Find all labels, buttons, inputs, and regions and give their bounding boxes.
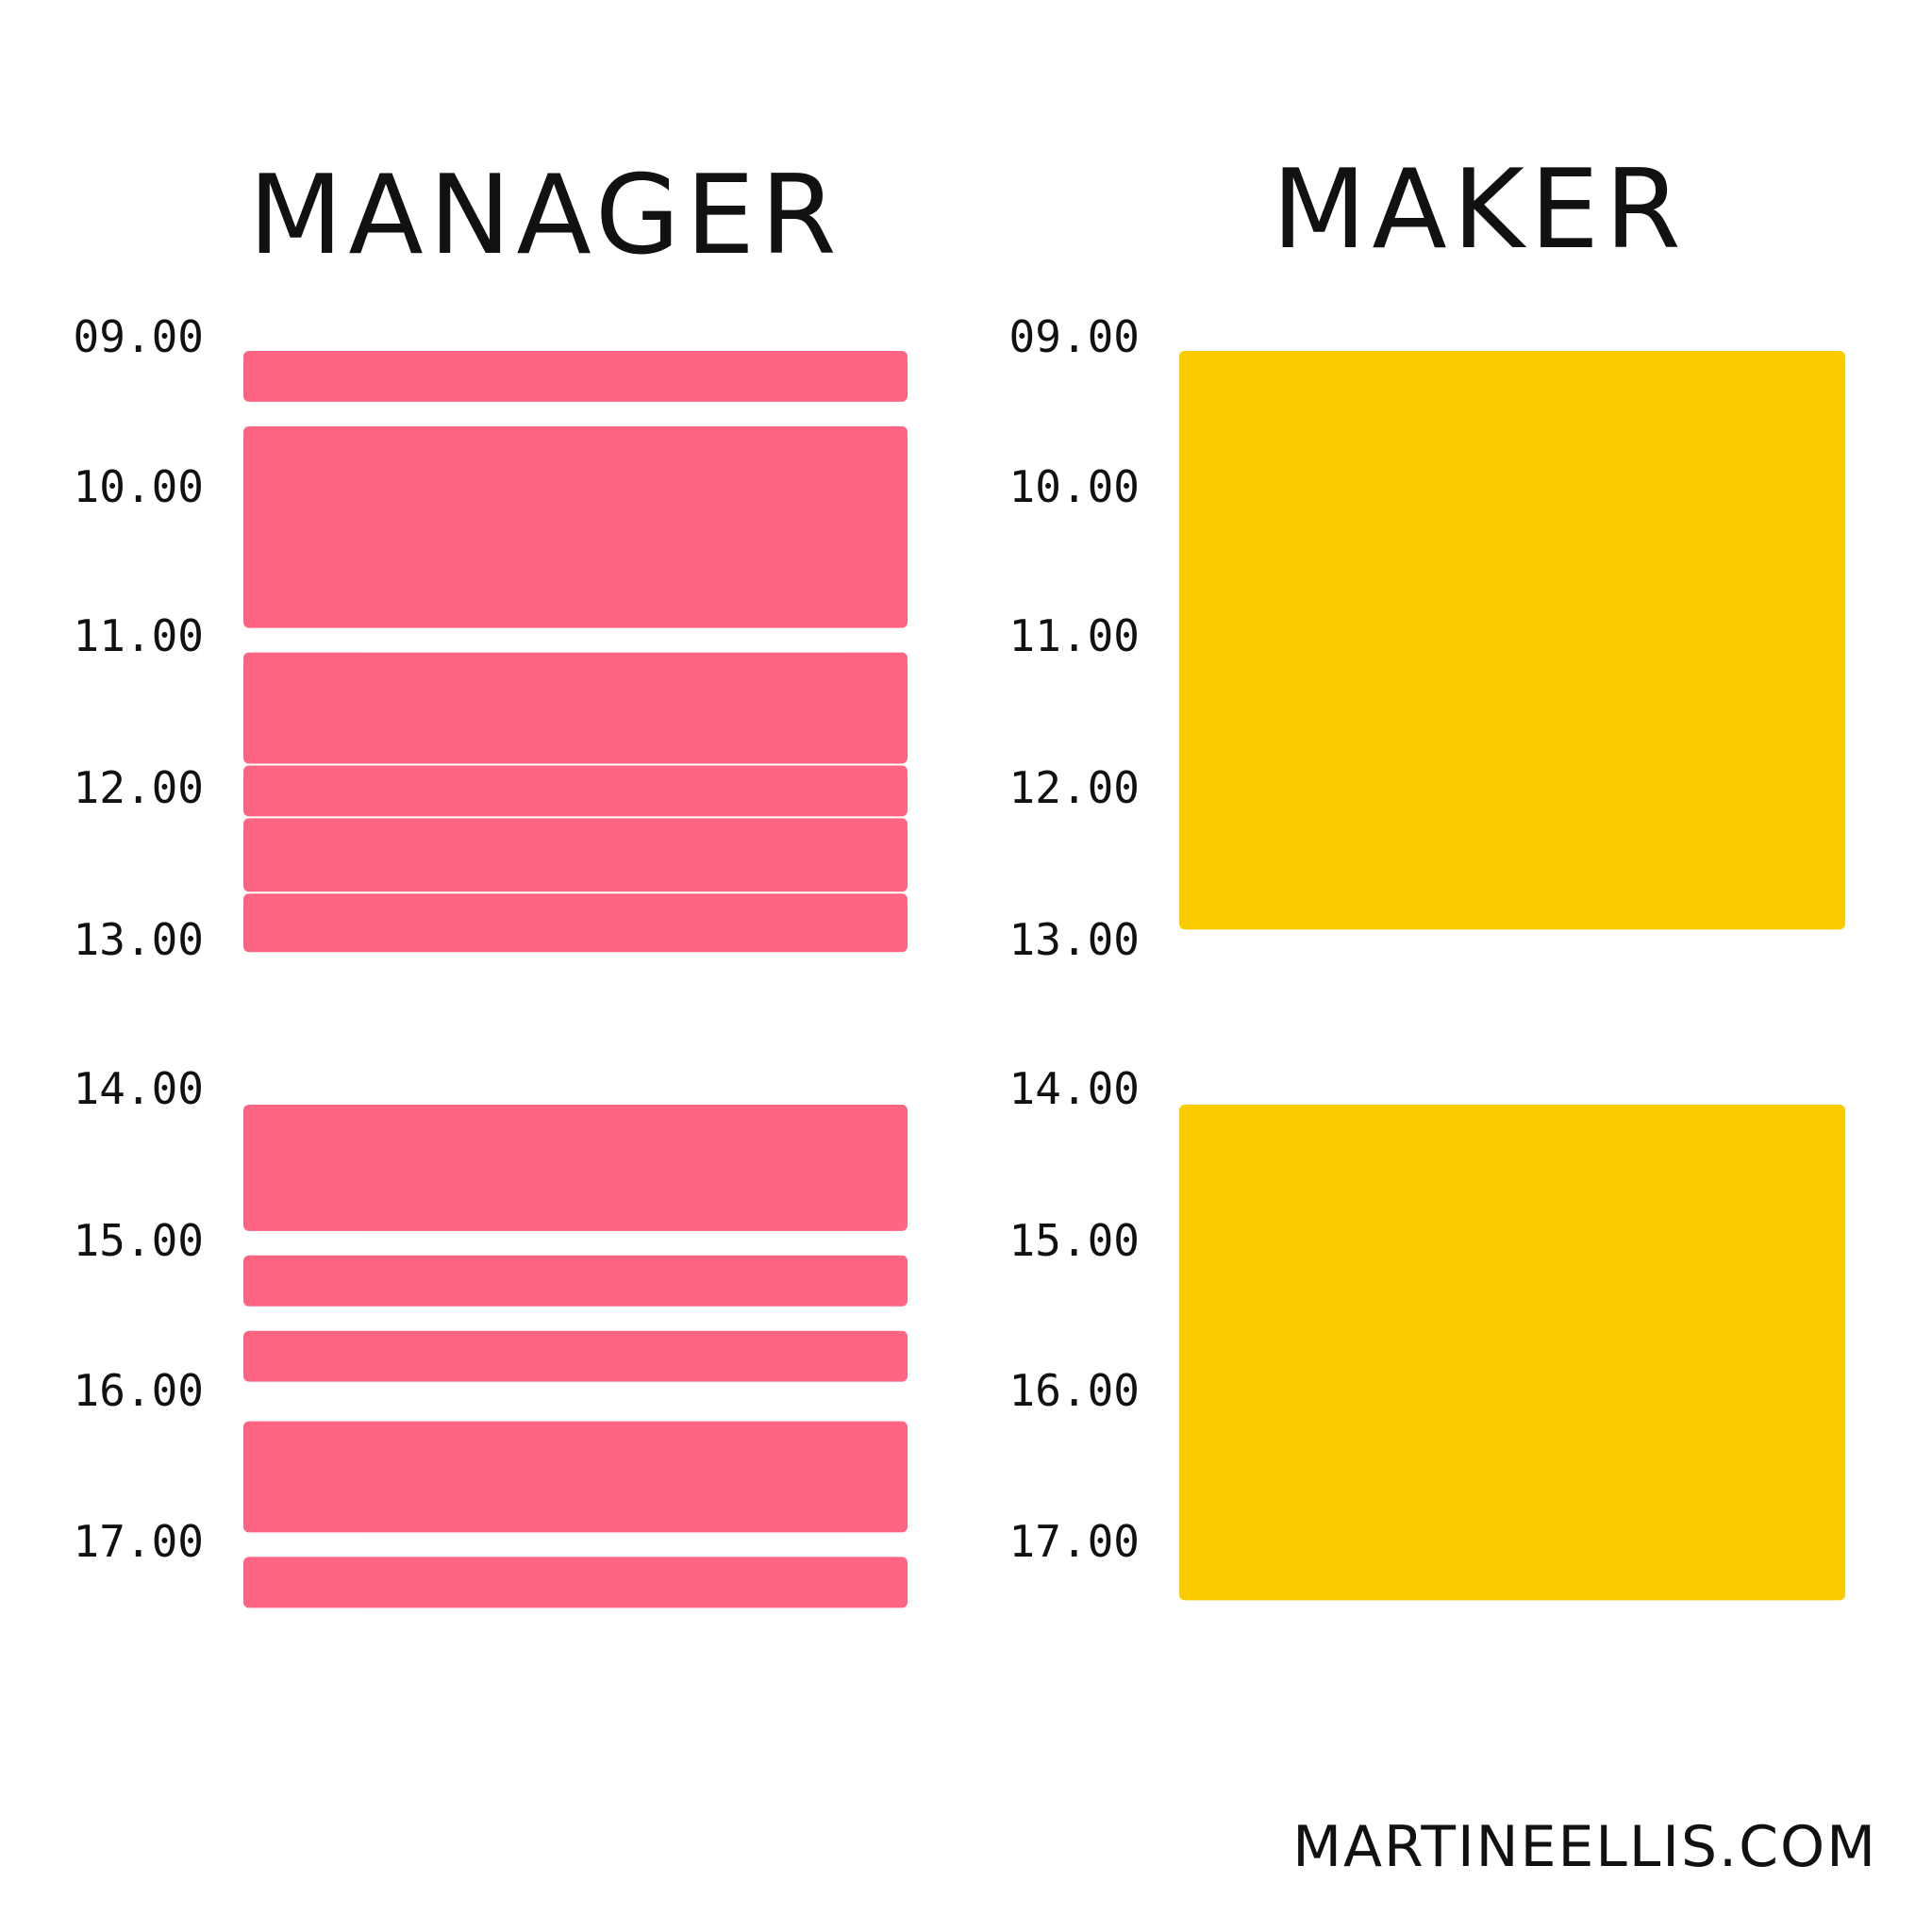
maker-time-label: 11.00 (1009, 610, 1140, 661)
maker-time-label: 17.00 (1009, 1516, 1140, 1567)
maker-time-label: 12.00 (1009, 762, 1140, 813)
site-credit: MARTINEELLIS.COM (1292, 1814, 1877, 1880)
manager-block (243, 1255, 908, 1307)
manager-time-labels: 09.00 10.00 11.00 12.00 13.00 14.00 15.0… (74, 311, 204, 1567)
maker-time-label: 15.00 (1009, 1215, 1140, 1266)
manager-time-label: 17.00 (74, 1516, 204, 1567)
manager-block (243, 425, 908, 628)
maker-time-labels: 09.00 10.00 11.00 12.00 13.00 14.00 15.0… (1009, 311, 1140, 1567)
maker-time-label: 16.00 (1009, 1365, 1140, 1416)
manager-time-label: 10.00 (74, 461, 204, 512)
manager-time-label: 11.00 (74, 610, 204, 661)
maker-time-label: 13.00 (1009, 914, 1140, 965)
maker-time-label: 14.00 (1009, 1063, 1140, 1114)
manager-block (243, 765, 908, 817)
maker-column-title: MAKER (1272, 146, 1686, 274)
maker-block (1179, 351, 1845, 930)
manager-block (243, 1330, 908, 1382)
manager-block (243, 351, 908, 402)
manager-block (243, 1557, 908, 1608)
manager-time-label: 12.00 (74, 762, 204, 813)
manager-time-label: 14.00 (74, 1063, 204, 1114)
maker-time-label: 10.00 (1009, 461, 1140, 512)
manager-block (243, 652, 908, 764)
maker-block (1179, 1105, 1845, 1601)
manager-block (243, 818, 908, 892)
manager-blocks (243, 351, 908, 1608)
maker-blocks (1179, 351, 1845, 1601)
maker-time-label: 09.00 (1009, 311, 1140, 362)
manager-time-label: 16.00 (74, 1365, 204, 1416)
manager-block (243, 1105, 908, 1231)
manager-time-label: 09.00 (74, 311, 204, 362)
manager-time-label: 15.00 (74, 1215, 204, 1266)
manager-block (243, 893, 908, 953)
manager-column-title: MANAGER (248, 152, 841, 279)
manager-block (243, 1421, 908, 1533)
manager-time-label: 13.00 (74, 914, 204, 965)
